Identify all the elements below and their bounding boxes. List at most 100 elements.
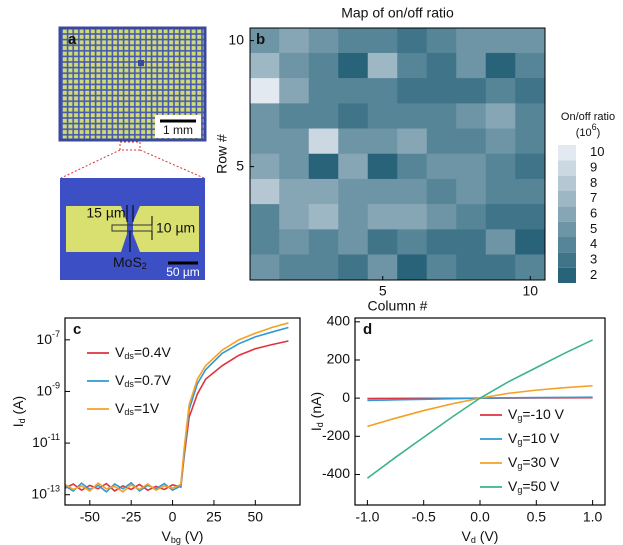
heat-cell bbox=[368, 28, 398, 53]
x-axis-label: Vbg (V) bbox=[162, 528, 204, 545]
x-tick-label: 5 bbox=[379, 283, 387, 299]
width-label: 10 µm bbox=[156, 220, 195, 236]
heat-cell bbox=[250, 129, 280, 154]
heat-cell bbox=[486, 104, 516, 129]
heat-cell bbox=[250, 230, 280, 255]
y-tick-label: -200 bbox=[322, 427, 350, 443]
colorbar-tick-label: 3 bbox=[590, 251, 597, 266]
gap-label: 15 µm bbox=[86, 205, 125, 221]
y-tick-label: 10-13 bbox=[31, 484, 60, 501]
heat-cell bbox=[398, 204, 428, 229]
zoom-box bbox=[120, 142, 140, 150]
heat-cell bbox=[516, 204, 546, 229]
heat-cell bbox=[427, 230, 457, 255]
y-tick-label: 10 bbox=[228, 31, 244, 47]
y-axis-label: Id (A) bbox=[10, 396, 28, 427]
heat-cell bbox=[516, 179, 546, 204]
colorbar-band bbox=[558, 145, 576, 160]
x-tick-label: 50 bbox=[248, 509, 264, 525]
heat-cell bbox=[250, 179, 280, 204]
x-tick-label: -0.5 bbox=[412, 509, 436, 525]
heat-cell bbox=[309, 255, 339, 280]
heat-cell bbox=[309, 129, 339, 154]
heat-cell bbox=[339, 230, 369, 255]
heat-cell bbox=[339, 255, 369, 280]
heat-cell bbox=[486, 255, 516, 280]
heat-cell bbox=[427, 78, 457, 103]
heat-cell bbox=[280, 255, 310, 280]
heat-cell bbox=[457, 154, 487, 179]
x-tick-label: 0.5 bbox=[527, 509, 547, 525]
heat-cell bbox=[486, 179, 516, 204]
colorbar-unit: (106) bbox=[576, 122, 601, 139]
panel-label: b bbox=[256, 31, 265, 48]
heat-cell bbox=[457, 179, 487, 204]
legend-label: Vg=50 V bbox=[508, 478, 560, 496]
heat-cell bbox=[427, 204, 457, 229]
heat-cell bbox=[398, 255, 428, 280]
x-tick-label: -1.0 bbox=[355, 509, 379, 525]
panel-label: d bbox=[363, 321, 372, 338]
heat-cell bbox=[368, 104, 398, 129]
y-axis-label: Id (nA) bbox=[308, 392, 326, 431]
y-tick-label: 200 bbox=[327, 351, 351, 367]
heat-cell bbox=[516, 53, 546, 78]
panel-a: a 1 mm 15 µm 10 µm MoS2 50 µm bbox=[60, 28, 205, 280]
heat-cell bbox=[280, 104, 310, 129]
y-tick-label: 10-11 bbox=[32, 432, 60, 449]
heat-cell bbox=[368, 204, 398, 229]
heat-cell bbox=[339, 104, 369, 129]
heat-cell bbox=[309, 104, 339, 129]
heat-cell bbox=[457, 129, 487, 154]
heat-cell bbox=[427, 129, 457, 154]
heat-cell bbox=[457, 204, 487, 229]
heat-cell bbox=[516, 104, 546, 129]
heat-cell bbox=[368, 78, 398, 103]
heat-cell bbox=[398, 104, 428, 129]
heat-cell bbox=[368, 154, 398, 179]
heat-cell bbox=[309, 78, 339, 103]
y-tick-label: -400 bbox=[322, 465, 350, 481]
heat-cell bbox=[368, 230, 398, 255]
heat-cell bbox=[427, 53, 457, 78]
heat-cell bbox=[280, 28, 310, 53]
heat-cell bbox=[457, 28, 487, 53]
colorbar-band bbox=[558, 191, 576, 206]
heat-cell bbox=[398, 28, 428, 53]
heat-cell bbox=[280, 129, 310, 154]
heat-cell bbox=[309, 230, 339, 255]
heat-cell bbox=[486, 230, 516, 255]
heat-cell bbox=[427, 104, 457, 129]
heat-cell bbox=[398, 129, 428, 154]
heat-cell bbox=[427, 28, 457, 53]
heat-cell bbox=[339, 53, 369, 78]
chart-title: Map of on/off ratio bbox=[341, 5, 454, 21]
legend-label: Vds=0.4V bbox=[115, 344, 171, 362]
colorbar-band bbox=[558, 222, 576, 237]
heat-cell bbox=[309, 53, 339, 78]
heat-cell bbox=[486, 204, 516, 229]
heat-cell bbox=[457, 104, 487, 129]
heat-cell bbox=[516, 230, 546, 255]
y-tick-label: 10-7 bbox=[36, 329, 60, 346]
scale-label: 1 mm bbox=[163, 123, 193, 137]
legend-label: Vg=10 V bbox=[508, 430, 560, 448]
heat-cell bbox=[250, 204, 280, 229]
x-tick-label: 10 bbox=[522, 283, 538, 299]
x-tick-label: 1.0 bbox=[583, 509, 603, 525]
heat-cell bbox=[427, 179, 457, 204]
zoom-line bbox=[61, 150, 120, 178]
x-axis-label: Column # bbox=[368, 298, 428, 314]
heat-cell bbox=[280, 154, 310, 179]
legend-label: Vg=-10 V bbox=[508, 406, 565, 424]
heat-cell bbox=[368, 179, 398, 204]
heat-cell bbox=[398, 230, 428, 255]
heat-cell bbox=[368, 129, 398, 154]
heat-cell bbox=[280, 53, 310, 78]
heat-cell bbox=[427, 154, 457, 179]
heat-cell bbox=[398, 53, 428, 78]
colorbar-band bbox=[558, 237, 576, 252]
colorbar-tick-label: 10 bbox=[590, 144, 604, 159]
colorbar-tick-label: 7 bbox=[590, 190, 597, 205]
heat-cell bbox=[339, 28, 369, 53]
